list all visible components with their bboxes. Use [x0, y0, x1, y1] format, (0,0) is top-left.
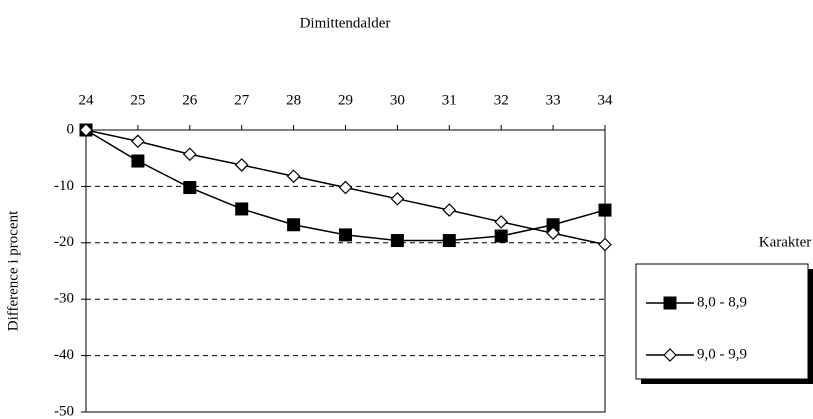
y-tick-label: -20 [54, 234, 74, 250]
marker [131, 154, 145, 168]
y-tick-label: -40 [54, 347, 74, 363]
legend-title: Karakter [759, 234, 811, 250]
marker [442, 234, 456, 248]
marker [79, 123, 93, 137]
marker [287, 218, 301, 232]
legend-marker [663, 348, 677, 362]
x-tick-label: 28 [286, 92, 301, 108]
marker [183, 181, 197, 195]
marker [494, 229, 508, 243]
x-tick-label: 34 [598, 92, 614, 108]
x-tick-label: 25 [130, 92, 145, 108]
legend-marker [663, 296, 677, 310]
legend-box [635, 263, 809, 380]
y-axis-label: Difference i procent [5, 210, 21, 331]
marker [494, 215, 509, 229]
marker [390, 191, 405, 206]
marker [598, 203, 612, 217]
x-tick-label: 32 [494, 92, 509, 108]
marker [182, 147, 197, 162]
y-tick-label: -50 [54, 403, 74, 419]
marker [390, 234, 404, 248]
marker [546, 226, 560, 241]
plot-frame [85, 129, 606, 413]
y-tick-label: -30 [54, 291, 74, 307]
marker [286, 169, 301, 184]
x-tick-label: 31 [442, 92, 457, 108]
marker [131, 134, 145, 149]
x-tick-label: 26 [182, 92, 198, 108]
marker [234, 158, 249, 172]
y-tick-label: -10 [54, 178, 74, 194]
y-tick-label: 0 [67, 121, 75, 137]
x-tick-label: 27 [234, 92, 250, 108]
marker [598, 237, 612, 252]
marker [339, 228, 352, 242]
x-axis-label: Dimittendalder [300, 15, 391, 31]
marker [235, 202, 249, 216]
x-tick-label: 30 [390, 92, 405, 108]
legend-label: 8,0 - 8,9 [697, 294, 747, 310]
x-tick-label: 24 [79, 92, 95, 108]
x-tick-label: 29 [338, 92, 353, 108]
marker [338, 180, 353, 195]
legend-label: 9,0 - 9,9 [697, 346, 747, 362]
x-tick-label: 33 [546, 92, 561, 108]
marker [442, 203, 457, 217]
